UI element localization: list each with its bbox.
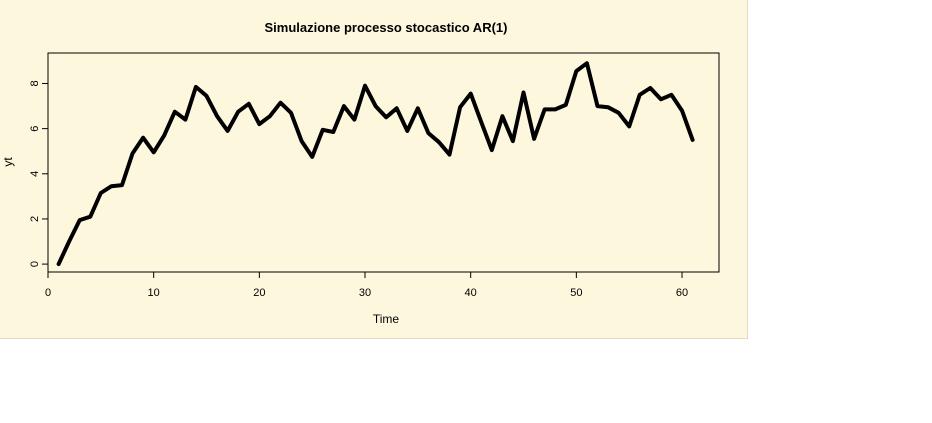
x-tick-label: 50 xyxy=(570,287,582,299)
plot-frame xyxy=(47,52,720,273)
x-axis: 0 10 20 30 40 50 60 xyxy=(45,271,688,299)
x-tick-label: 40 xyxy=(465,287,477,299)
y-tick-label: 4 xyxy=(29,171,41,177)
plot-panel: Simulazione processo stocastico AR(1) 0 1… xyxy=(0,0,748,339)
x-tick-label: 30 xyxy=(359,287,371,299)
y-tick-label: 2 xyxy=(29,216,41,222)
x-tick-label: 10 xyxy=(148,287,160,299)
y-tick-label: 8 xyxy=(29,80,41,86)
y-tick-label: 0 xyxy=(29,261,41,267)
y-tick-label: 6 xyxy=(29,126,41,132)
x-tick-label: 60 xyxy=(676,287,688,299)
ar1-line-chart: Simulazione processo stocastico AR(1) 0 1… xyxy=(1,20,720,326)
x-tick-label: 20 xyxy=(253,287,265,299)
y-axis-label: yt xyxy=(1,157,15,167)
y-axis: 0 2 4 6 8 xyxy=(29,80,49,267)
chart-title: Simulazione processo stocastico AR(1) xyxy=(265,20,508,35)
x-tick-label: 0 xyxy=(45,287,51,299)
x-axis-label: Time xyxy=(373,312,400,326)
series-line xyxy=(56,61,695,267)
series-group xyxy=(56,61,695,267)
